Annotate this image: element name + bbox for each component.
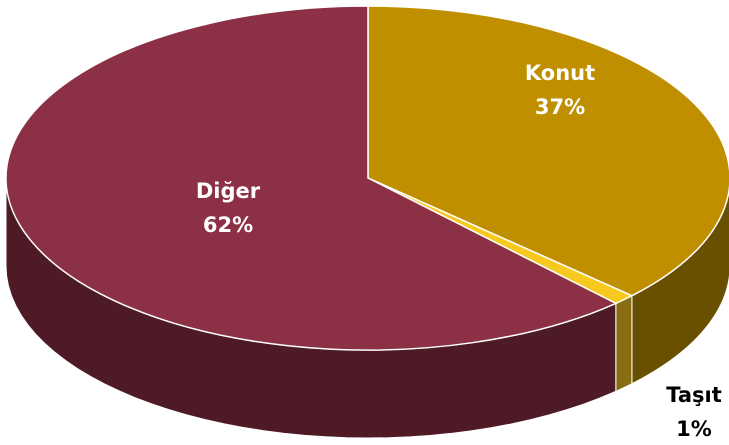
slice bbox=[5, 5, 618, 351]
slice-value-label: 37% bbox=[535, 95, 585, 119]
slice-label: Taşıt bbox=[666, 383, 722, 407]
slice bbox=[367, 5, 729, 297]
slice-label: Diğer bbox=[196, 179, 261, 203]
slice-value-label: 1% bbox=[676, 417, 712, 441]
slice-label: Konut bbox=[525, 61, 595, 85]
slice-value-label: 62% bbox=[203, 213, 253, 237]
slice-side bbox=[615, 294, 633, 393]
